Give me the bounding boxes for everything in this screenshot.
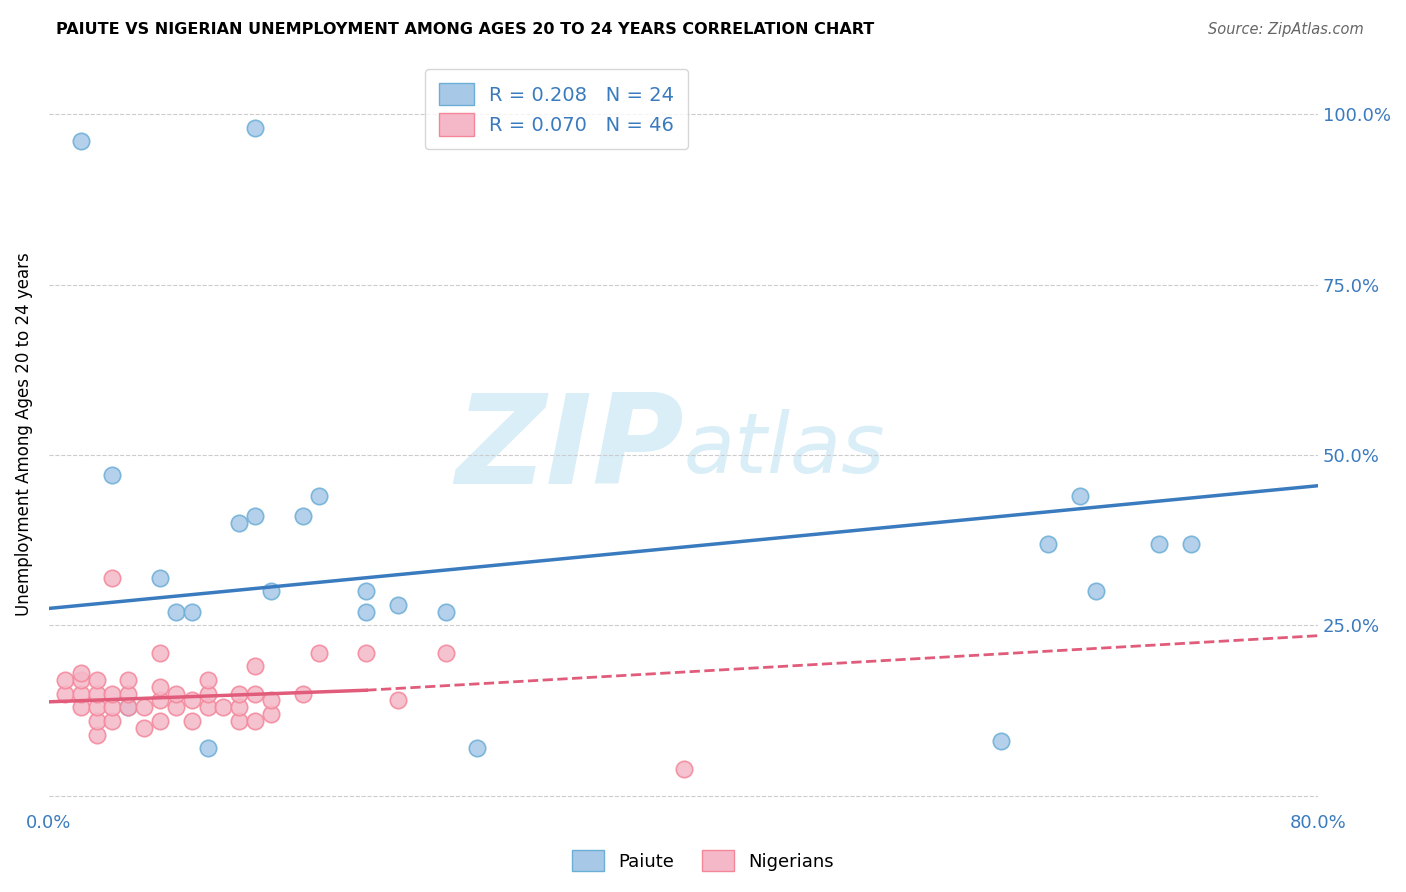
Point [1085,584,1108,599]
Point [245,509,267,524]
Point [197,673,219,687]
Point [149,693,172,707]
Point [672,762,695,776]
Point [69,135,91,149]
Point [228,714,250,728]
Point [53,687,76,701]
Point [117,700,139,714]
Point [117,700,139,714]
Point [245,659,267,673]
Legend: Paiute, Nigerians: Paiute, Nigerians [565,843,841,879]
Point [53,673,76,687]
Point [197,687,219,701]
Point [69,673,91,687]
Point [356,605,378,619]
Point [149,571,172,585]
Legend: R = 0.208   N = 24, R = 0.070   N = 46: R = 0.208 N = 24, R = 0.070 N = 46 [425,70,688,149]
Point [69,700,91,714]
Point [387,598,409,612]
Point [260,584,283,599]
Point [86,700,108,714]
Point [69,687,91,701]
Point [165,605,187,619]
Point [291,509,314,524]
Point [245,714,267,728]
Point [86,727,108,741]
Point [228,516,250,531]
Point [117,687,139,701]
Point [86,714,108,728]
Point [1180,536,1202,550]
Point [180,693,202,707]
Text: atlas: atlas [683,409,886,490]
Point [212,700,235,714]
Point [434,605,457,619]
Point [149,680,172,694]
Point [1069,489,1091,503]
Point [291,687,314,701]
Point [149,646,172,660]
Point [245,120,267,135]
Point [101,468,124,483]
Point [990,734,1012,748]
Point [260,693,283,707]
Point [228,700,250,714]
Point [245,687,267,701]
Point [308,646,330,660]
Text: PAIUTE VS NIGERIAN UNEMPLOYMENT AMONG AGES 20 TO 24 YEARS CORRELATION CHART: PAIUTE VS NIGERIAN UNEMPLOYMENT AMONG AG… [56,22,875,37]
Point [165,687,187,701]
Point [260,707,283,722]
Point [149,714,172,728]
Point [228,687,250,701]
Point [101,571,124,585]
Point [134,700,156,714]
Point [434,646,457,660]
Point [356,646,378,660]
Point [197,700,219,714]
Point [69,666,91,681]
Text: ZIP: ZIP [454,389,683,510]
Text: Source: ZipAtlas.com: Source: ZipAtlas.com [1208,22,1364,37]
Point [1149,536,1171,550]
Point [134,721,156,735]
Point [465,741,488,756]
Point [1038,536,1060,550]
Point [180,714,202,728]
Point [101,687,124,701]
Point [101,714,124,728]
Point [197,741,219,756]
Point [101,700,124,714]
Y-axis label: Unemployment Among Ages 20 to 24 years: Unemployment Among Ages 20 to 24 years [15,252,32,616]
Point [86,687,108,701]
Point [165,700,187,714]
Point [86,673,108,687]
Point [117,673,139,687]
Point [308,489,330,503]
Point [180,605,202,619]
Point [356,584,378,599]
Point [387,693,409,707]
